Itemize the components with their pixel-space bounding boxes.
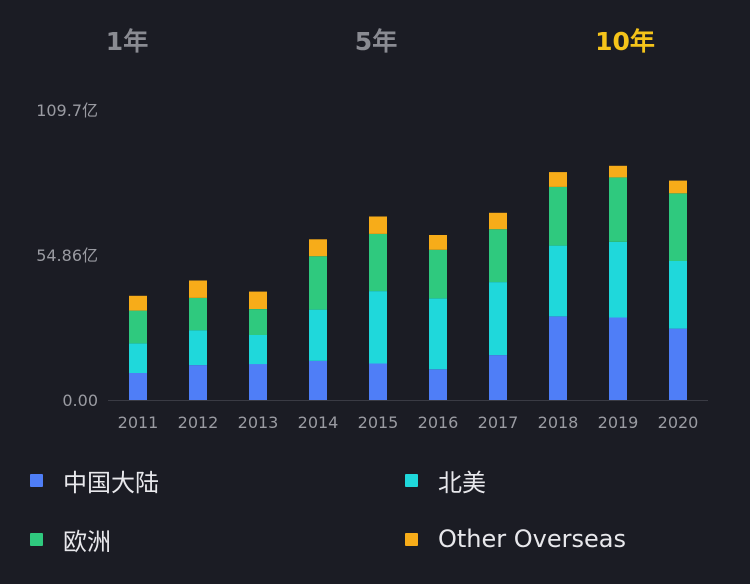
legend-swatch-china-mainland <box>30 473 43 487</box>
bar-segment-2017-s2[interactable] <box>489 229 507 283</box>
bar-segment-2014-s2[interactable] <box>309 256 327 310</box>
bar-segment-2020-s3[interactable] <box>669 180 687 194</box>
bars-group <box>129 165 687 401</box>
legend-label-europe: 欧洲 <box>63 527 111 556</box>
x-tick-label-2015: 2015 <box>358 413 399 432</box>
bar-segment-2014-s1[interactable] <box>309 309 327 361</box>
bar-segment-2019-s3[interactable] <box>609 165 627 178</box>
bar-segment-2016-s1[interactable] <box>429 298 447 370</box>
bar-segment-2015-s3[interactable] <box>369 216 387 234</box>
y-tick-label-mid: 54.86亿 <box>36 246 98 265</box>
x-tick-label-2019: 2019 <box>598 413 639 432</box>
bar-segment-2012-s0[interactable] <box>189 365 207 400</box>
bar-segment-2018-s0[interactable] <box>549 316 567 401</box>
bar-segment-2012-s1[interactable] <box>189 330 207 366</box>
bar-segment-2017-s1[interactable] <box>489 282 507 356</box>
bar-segment-2020-s2[interactable] <box>669 193 687 261</box>
bar-segment-2020-s0[interactable] <box>669 328 687 400</box>
tab-10-years[interactable]: 10年 <box>595 27 655 56</box>
legend-item-other-overseas[interactable]: Other Overseas <box>405 524 626 554</box>
stacked-bar-chart: 109.7亿 54.86亿 0.00 2011 2012 2013 2014 2015 2… <box>36 101 708 432</box>
y-tick-label-max: 109.7亿 <box>36 101 98 120</box>
legend-label-other-overseas: Other Overseas <box>438 525 626 553</box>
x-tick-label-2012: 2012 <box>178 413 219 432</box>
bar-segment-2017-s0[interactable] <box>489 355 507 400</box>
bar-segment-2011-s2[interactable] <box>129 310 147 344</box>
bar-segment-2012-s2[interactable] <box>189 298 207 331</box>
bar-segment-2011-s1[interactable] <box>129 343 147 373</box>
bar-segment-2018-s3[interactable] <box>549 172 567 187</box>
x-tick-label-2014: 2014 <box>298 413 339 432</box>
tab-5-years[interactable]: 5年 <box>354 27 398 56</box>
y-tick-label-zero: 0.00 <box>62 391 98 410</box>
bar-segment-2014-s3[interactable] <box>309 239 327 257</box>
x-tick-label-2011: 2011 <box>118 413 159 432</box>
legend-item-europe[interactable]: 欧洲 <box>30 524 111 556</box>
bar-segment-2013-s0[interactable] <box>249 364 267 400</box>
bar-segment-2013-s2[interactable] <box>249 309 267 335</box>
bar-segment-2012-s3[interactable] <box>189 280 207 298</box>
x-tick-label-2018: 2018 <box>538 413 579 432</box>
bar-segment-2014-s0[interactable] <box>309 360 327 400</box>
bar-segment-2019-s2[interactable] <box>609 177 627 242</box>
bar-segment-2013-s1[interactable] <box>249 335 267 365</box>
x-tick-label-2013: 2013 <box>238 413 279 432</box>
x-tick-label-2020: 2020 <box>658 413 699 432</box>
tab-1-year[interactable]: 1年 <box>105 27 149 56</box>
bar-segment-2011-s3[interactable] <box>129 295 147 311</box>
legend-label-north-america: 北美 <box>438 468 486 497</box>
x-tick-label-2017: 2017 <box>478 413 519 432</box>
period-tabs: 1年 5年 10年 <box>0 0 750 80</box>
legend-label-china-mainland: 中国大陆 <box>63 468 159 497</box>
bar-segment-2013-s3[interactable] <box>249 291 267 309</box>
legend-swatch-north-america <box>405 473 418 487</box>
legend-swatch-other-overseas <box>405 532 418 546</box>
bar-segment-2016-s0[interactable] <box>429 369 447 400</box>
bar-segment-2019-s0[interactable] <box>609 317 627 401</box>
bar-segment-2017-s3[interactable] <box>489 212 507 230</box>
bar-segment-2015-s2[interactable] <box>369 234 387 292</box>
bar-segment-2015-s0[interactable] <box>369 363 387 401</box>
legend-item-china-mainland[interactable]: 中国大陆 <box>30 465 159 497</box>
legend-swatch-europe <box>30 532 43 546</box>
x-tick-labels: 2011 2012 2013 2014 2015 2016 2017 2018 2019 2020 <box>118 413 699 432</box>
bar-segment-2016-s3[interactable] <box>429 235 447 250</box>
bar-segment-2019-s1[interactable] <box>609 241 627 318</box>
bar-segment-2015-s1[interactable] <box>369 291 387 364</box>
bar-segment-2020-s1[interactable] <box>669 260 687 329</box>
legend-item-north-america[interactable]: 北美 <box>405 465 486 497</box>
bar-segment-2018-s2[interactable] <box>549 186 567 246</box>
bar-segment-2018-s1[interactable] <box>549 245 567 317</box>
x-tick-label-2016: 2016 <box>418 413 459 432</box>
bar-segment-2011-s0[interactable] <box>129 373 147 400</box>
bar-segment-2016-s2[interactable] <box>429 249 447 299</box>
